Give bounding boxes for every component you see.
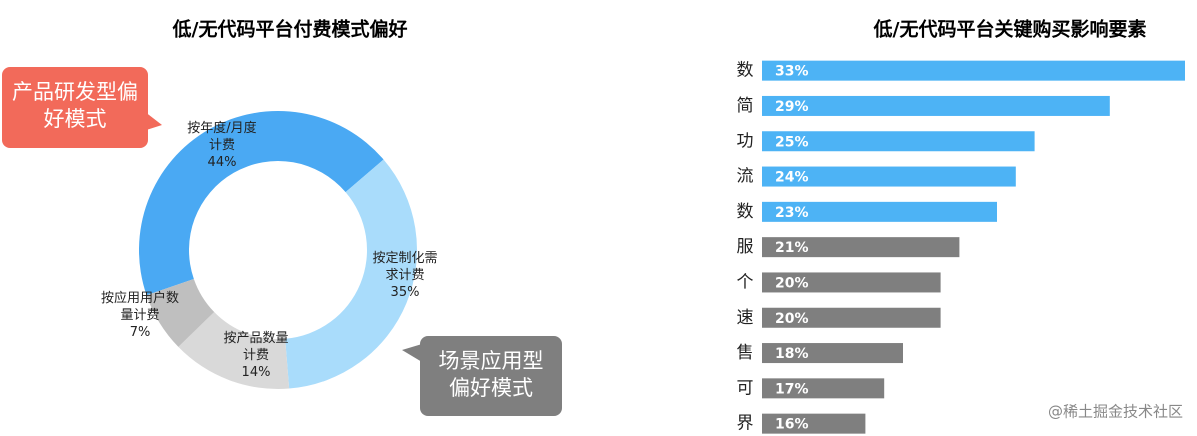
slice-label: 按年度/月度计费 44% — [185, 120, 259, 171]
y-tick-label: 流 — [737, 167, 754, 187]
callout-pointer — [402, 344, 422, 362]
bar — [762, 201, 997, 222]
slice-category: 按年度/月度计费 — [187, 121, 257, 153]
chart-title: 低/无代码平台关键购买影响要素 — [873, 18, 1147, 41]
y-tick-label: 服 — [737, 237, 754, 257]
y-tick-label: 速 — [737, 308, 754, 328]
slice-label: 按定制化需求计费 35% — [368, 250, 442, 301]
bar — [762, 413, 866, 434]
y-tick-label: 售 — [737, 343, 754, 363]
slice-label: 按应用用户数量计费 7% — [95, 290, 185, 341]
bar — [762, 237, 960, 258]
value-label: 18% — [775, 346, 809, 362]
donut-slice — [285, 159, 418, 389]
bar — [762, 60, 1185, 81]
slice-label: 按产品数量计费 14% — [221, 330, 291, 381]
value-label: 23% — [775, 205, 809, 221]
y-tick-label: 界 — [737, 414, 754, 434]
donut-slice — [178, 312, 290, 390]
value-label: 20% — [775, 311, 809, 327]
value-label: 33% — [775, 64, 809, 80]
slice-category: 按应用用户数量计费 — [100, 291, 179, 323]
bar — [762, 307, 941, 328]
callout: 产品研发型偏好模式 — [2, 67, 148, 148]
value-label: 21% — [775, 240, 809, 256]
slice-value: 7% — [129, 325, 151, 340]
bar — [762, 95, 1110, 116]
slice-category: 按定制化需求计费 — [372, 251, 438, 283]
slice-value: 44% — [207, 155, 237, 170]
bar — [762, 378, 885, 399]
value-label: 25% — [775, 134, 809, 150]
bar — [762, 343, 903, 364]
value-label: 17% — [775, 381, 809, 397]
slice-value: 14% — [241, 365, 271, 380]
y-tick-label: 数 — [737, 61, 754, 81]
y-tick-label: 可 — [737, 378, 754, 398]
donut-slice — [146, 278, 215, 347]
callout: 场景应用型偏好模式 — [420, 336, 562, 416]
slice-value: 35% — [390, 285, 420, 300]
value-label: 16% — [775, 417, 809, 433]
y-tick-label: 简 — [737, 96, 754, 116]
y-tick-label: 数 — [737, 202, 754, 222]
bar — [762, 272, 941, 293]
value-label: 29% — [775, 99, 809, 115]
bar — [762, 166, 1016, 187]
donut-slice — [139, 111, 384, 296]
bar — [762, 131, 1035, 152]
value-label: 20% — [775, 275, 809, 291]
chart-title: 低/无代码平台付费模式偏好 — [172, 18, 408, 41]
slice-category: 按产品数量计费 — [223, 331, 289, 363]
y-tick-label: 功 — [737, 131, 754, 151]
watermark: @稀土掘金技术社区 — [1048, 403, 1183, 421]
value-label: 24% — [775, 170, 809, 186]
y-tick-label: 个 — [737, 272, 754, 292]
